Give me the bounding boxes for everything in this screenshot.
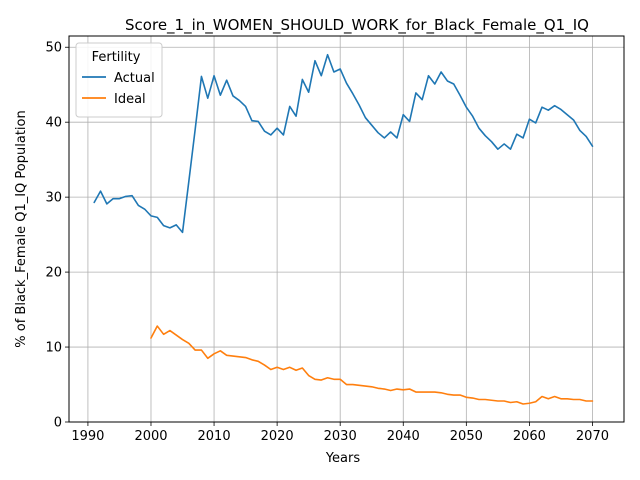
legend-label-actual: Actual: [114, 71, 155, 86]
legend: Fertility Actual Ideal: [75, 42, 163, 118]
y-tick-label: 50: [45, 41, 62, 56]
y-tick-label: 20: [45, 266, 62, 281]
x-tick-label: 1990: [71, 429, 104, 444]
x-axis-ticks: 1990 2000 2010 2020 2030 2040 2050 2060 2070: [71, 422, 609, 444]
x-axis-label: Years: [325, 451, 361, 466]
series-lines: [93, 53, 594, 405]
x-tick-label: 2070: [576, 429, 609, 444]
x-tick-label: 2060: [513, 429, 546, 444]
y-tick-label: 0: [54, 416, 62, 431]
y-tick-label: 10: [45, 341, 62, 356]
x-tick-label: 2050: [450, 429, 483, 444]
y-axis-label: % of Black_Female Q1_IQ Population: [14, 110, 29, 347]
series-line-actual: [93, 53, 594, 234]
y-tick-label: 40: [45, 116, 62, 131]
y-axis-ticks: 0 10 20 30 40 50: [45, 41, 69, 431]
x-tick-label: 2030: [324, 429, 357, 444]
x-tick-label: 2040: [387, 429, 420, 444]
legend-title: Fertility: [92, 50, 141, 65]
x-tick-label: 2010: [198, 429, 231, 444]
chart-title: Score_1_in_WOMEN_SHOULD_WORK_for_Black_F…: [125, 16, 589, 35]
legend-label-ideal: Ideal: [114, 92, 146, 107]
x-tick-label: 2020: [261, 429, 294, 444]
grid: [69, 36, 624, 423]
y-tick-label: 30: [45, 191, 62, 206]
plot-frame: [68, 35, 625, 423]
x-tick-label: 2000: [134, 429, 167, 444]
series-line-ideal: [150, 325, 594, 405]
